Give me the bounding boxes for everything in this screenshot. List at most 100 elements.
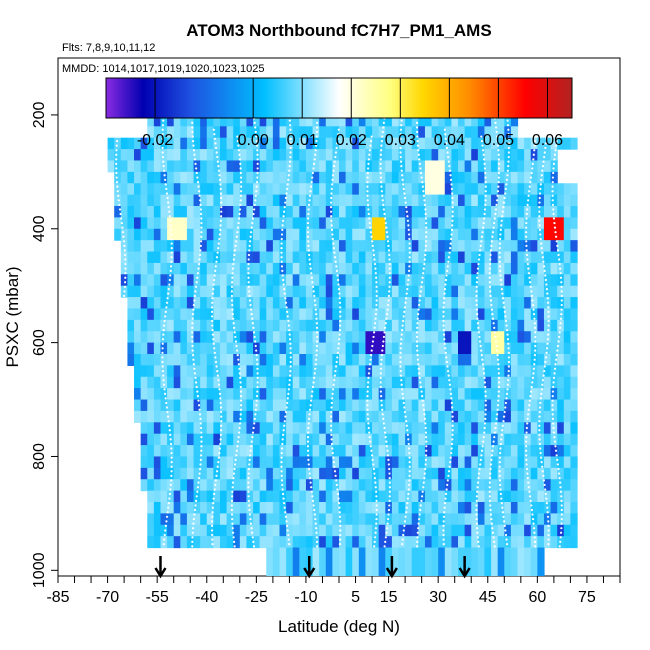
profile-dot xyxy=(250,440,253,443)
heatmap-cell xyxy=(226,376,234,389)
heatmap-cell xyxy=(219,206,228,218)
profile-dot xyxy=(555,454,558,457)
heatmap-cell xyxy=(345,445,353,458)
heatmap-cell xyxy=(570,467,578,480)
profile-dot xyxy=(489,463,493,466)
heatmap-cell xyxy=(484,513,492,526)
heatmap-cell xyxy=(497,513,505,526)
heatmap-cell xyxy=(213,331,221,344)
heatmap-cell xyxy=(398,262,406,275)
profile-dot xyxy=(337,497,340,500)
heatmap-cell xyxy=(325,331,333,344)
profile-dot xyxy=(288,119,291,122)
heatmap-cell xyxy=(418,262,426,275)
profile-dot xyxy=(542,260,545,263)
heatmap-cell xyxy=(305,365,314,378)
profile-dot xyxy=(331,174,335,177)
heatmap-cell xyxy=(504,433,512,446)
profile-dot xyxy=(540,247,543,250)
heatmap-cell xyxy=(385,274,393,287)
profile-dot xyxy=(163,392,167,395)
heatmap-cell xyxy=(524,445,532,458)
profile-dot xyxy=(422,486,425,489)
flight-markers xyxy=(154,556,471,579)
profile-dot xyxy=(384,221,387,225)
profile-dot xyxy=(200,226,203,229)
y-tick-label: 1000 xyxy=(31,552,48,588)
profile-dot xyxy=(399,374,403,377)
profile-dot xyxy=(200,217,203,220)
heatmap-cell xyxy=(543,410,552,423)
heatmap-cell xyxy=(186,433,195,446)
profile-dot xyxy=(217,169,221,172)
heatmap-cell xyxy=(438,354,446,366)
heatmap-cell xyxy=(325,319,333,332)
heatmap-cell xyxy=(279,547,287,576)
heatmap-cell xyxy=(200,308,208,321)
heatmap-cell xyxy=(299,445,307,458)
heatmap-cell xyxy=(464,251,472,264)
heatmap-cell xyxy=(226,240,234,253)
profile-dot xyxy=(560,522,563,525)
heatmap-cell xyxy=(153,524,162,537)
heatmap-cell xyxy=(226,354,234,366)
profile-dot xyxy=(198,194,201,197)
heatmap-cell xyxy=(385,456,393,469)
heatmap-cell xyxy=(186,410,195,423)
profile-dot xyxy=(507,128,510,131)
profile-dot xyxy=(506,174,509,177)
profile-dot xyxy=(338,292,341,295)
profile-dot xyxy=(423,417,427,420)
heatmap-cell xyxy=(186,354,195,366)
profile-dot xyxy=(483,376,486,380)
heatmap-cell xyxy=(451,547,459,576)
heatmap-cell xyxy=(226,502,234,514)
heatmap-cell xyxy=(504,217,512,230)
heatmap-cell xyxy=(325,126,333,139)
profile-dot xyxy=(371,458,374,461)
heatmap-cell xyxy=(458,331,466,344)
heatmap-cell xyxy=(385,536,393,549)
heatmap-cell xyxy=(543,331,552,344)
heatmap-cell xyxy=(153,194,162,207)
profile-dot xyxy=(419,171,423,175)
heatmap-cell xyxy=(438,149,446,162)
profile-dot xyxy=(560,517,563,521)
heatmap-cell xyxy=(438,183,446,196)
heatmap-cell xyxy=(451,467,459,480)
heatmap-cell xyxy=(358,217,367,230)
heatmap-cell xyxy=(530,490,538,503)
profile-dot xyxy=(161,347,164,350)
heatmap-cell xyxy=(411,467,419,480)
heatmap-cell xyxy=(365,502,373,514)
heatmap-cell xyxy=(471,217,479,230)
heatmap-cell xyxy=(134,399,142,412)
profile-dot xyxy=(194,381,198,384)
profile-dot xyxy=(388,253,391,257)
heatmap-cell xyxy=(226,410,234,423)
heatmap-cell xyxy=(325,536,333,549)
profile-dot xyxy=(369,144,372,147)
heatmap-cell xyxy=(484,126,492,139)
x-tick-label: -85 xyxy=(46,589,69,606)
profile-dot xyxy=(212,502,215,505)
profile-dot xyxy=(331,447,334,450)
heatmap-cell xyxy=(372,467,380,480)
profile-dot xyxy=(191,349,194,352)
profile-dot xyxy=(403,524,406,528)
heatmap-cell xyxy=(312,547,320,576)
heatmap-cell xyxy=(491,251,499,264)
heatmap-cell xyxy=(570,456,578,469)
heatmap-cell xyxy=(259,376,267,389)
profile-dot xyxy=(315,140,318,143)
profile-dot xyxy=(256,167,259,170)
heatmap-cell xyxy=(510,240,519,253)
profile-dot xyxy=(212,338,215,341)
profile-dot xyxy=(217,461,220,464)
profile-dot xyxy=(533,144,536,147)
profile-dot xyxy=(557,340,560,343)
heatmap-cell xyxy=(292,194,300,207)
profile-dot xyxy=(481,231,484,234)
profile-dot xyxy=(254,340,257,343)
profile-dot xyxy=(484,395,487,398)
